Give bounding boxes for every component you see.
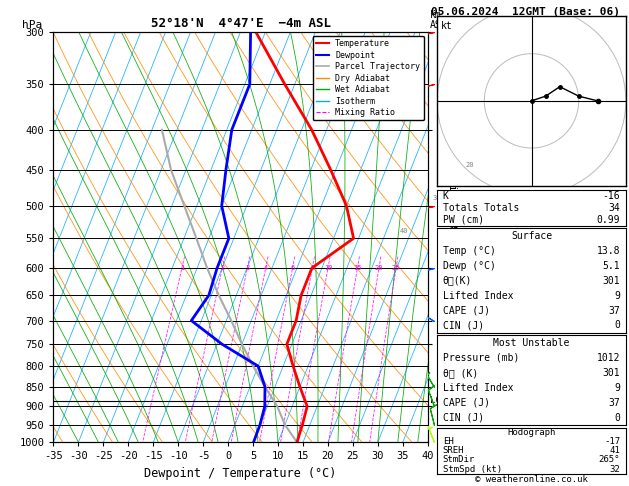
Text: LCL: LCL [430,396,447,405]
Text: 25: 25 [392,265,400,271]
Text: Temp (°C): Temp (°C) [443,246,496,256]
Text: 30: 30 [432,195,441,201]
Text: kt: kt [441,21,453,31]
Text: CAPE (J): CAPE (J) [443,306,490,315]
Text: θᴇ (K): θᴇ (K) [443,368,478,378]
Text: K: K [443,191,448,201]
Text: CIN (J): CIN (J) [443,413,484,423]
Text: CAPE (J): CAPE (J) [443,398,490,408]
Text: 13.8: 13.8 [597,246,620,256]
Text: Most Unstable: Most Unstable [493,338,570,348]
Text: 40: 40 [399,228,408,234]
Text: 4: 4 [264,265,268,271]
Text: 0: 0 [615,413,620,423]
Text: StmSpd (kt): StmSpd (kt) [443,465,502,474]
Text: SREH: SREH [443,446,464,455]
Text: Totals Totals: Totals Totals [443,203,519,213]
Text: Hodograph: Hodograph [508,428,555,437]
Text: 8: 8 [310,265,314,271]
Legend: Temperature, Dewpoint, Parcel Trajectory, Dry Adiabat, Wet Adiabat, Isotherm, Mi: Temperature, Dewpoint, Parcel Trajectory… [313,36,423,121]
Text: 0.99: 0.99 [597,215,620,225]
Text: 1: 1 [180,265,184,271]
Text: 0: 0 [615,320,620,330]
X-axis label: Dewpoint / Temperature (°C): Dewpoint / Temperature (°C) [145,467,337,480]
Y-axis label: Mixing Ratio (g/kg): Mixing Ratio (g/kg) [447,177,457,296]
Text: 20: 20 [465,162,474,168]
Text: 34: 34 [608,203,620,213]
Text: 32: 32 [610,465,620,474]
Title: 52°18'N  4°47'E  −4m ASL: 52°18'N 4°47'E −4m ASL [150,17,331,31]
Text: PW (cm): PW (cm) [443,215,484,225]
Text: 301: 301 [603,368,620,378]
Text: 41: 41 [610,446,620,455]
Text: 9: 9 [615,291,620,301]
Text: 15: 15 [353,265,362,271]
Text: 2: 2 [220,265,225,271]
Text: © weatheronline.co.uk: © weatheronline.co.uk [475,474,588,484]
Text: 10: 10 [324,265,332,271]
Text: EH: EH [443,437,454,446]
Text: StmDir: StmDir [443,455,475,465]
Text: 3: 3 [245,265,250,271]
Text: 37: 37 [608,398,620,408]
Text: -16: -16 [603,191,620,201]
Text: 05.06.2024  12GMT (Base: 06): 05.06.2024 12GMT (Base: 06) [431,7,620,17]
Text: 20: 20 [375,265,383,271]
Text: Lifted Index: Lifted Index [443,291,513,301]
Text: 6: 6 [291,265,294,271]
Text: 301: 301 [603,276,620,286]
Text: 1012: 1012 [597,353,620,363]
Text: 37: 37 [608,306,620,315]
Text: 265°: 265° [599,455,620,465]
Text: -17: -17 [604,437,620,446]
Text: hPa: hPa [21,19,42,30]
Text: Lifted Index: Lifted Index [443,383,513,393]
Text: km
ASL: km ASL [430,10,447,30]
Text: Pressure (mb): Pressure (mb) [443,353,519,363]
Text: 9: 9 [615,383,620,393]
Text: CIN (J): CIN (J) [443,320,484,330]
Text: Dewp (°C): Dewp (°C) [443,260,496,271]
Text: θᴇ(K): θᴇ(K) [443,276,472,286]
Text: 5.1: 5.1 [603,260,620,271]
Text: Surface: Surface [511,231,552,241]
